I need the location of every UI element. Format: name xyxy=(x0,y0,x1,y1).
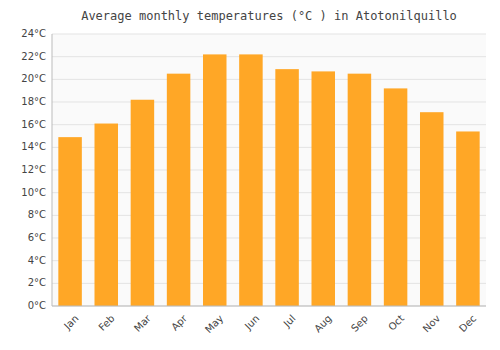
title: Average monthly temperatures (°C ) in At… xyxy=(81,9,457,23)
bar xyxy=(239,54,263,306)
y-axis-line xyxy=(52,34,53,306)
y-axis: 0°C 2°C 4°C 6°C 8°C 10°C 12°C 14°C 16°C 18°C 20°C 2… xyxy=(21,28,46,311)
bar xyxy=(275,69,299,306)
x-tick-label: May xyxy=(203,313,225,335)
x-tick-label: Nov xyxy=(421,313,443,335)
y-tick-label: 14°C xyxy=(21,141,46,152)
y-tick-label: 0°C xyxy=(28,300,46,311)
x-tick-label: Oct xyxy=(386,313,406,333)
x-tick-label: Dec xyxy=(457,313,478,334)
x-tick-label: Jun xyxy=(242,313,262,333)
grid xyxy=(52,34,486,306)
chart: 0°C 2°C 4°C 6°C 8°C 10°C 12°C 14°C 16°C 18°C 20°C 2… xyxy=(0,0,500,350)
y-tick-label: 4°C xyxy=(28,255,46,266)
bar xyxy=(203,54,227,306)
grid-line xyxy=(52,34,486,35)
x-tick-label: Aug xyxy=(312,313,334,335)
y-tick-label: 10°C xyxy=(21,187,46,198)
y-tick-label: 22°C xyxy=(21,51,46,62)
y-tick-label: 8°C xyxy=(28,209,46,220)
x-axis-line xyxy=(52,306,486,307)
y-tick-label: 2°C xyxy=(28,277,46,288)
chart-container: 0°C 2°C 4°C 6°C 8°C 10°C 12°C 14°C 16°C 18°C 20°C 2… xyxy=(0,0,500,350)
x-tick-label: Apr xyxy=(169,312,190,333)
x-tick-label: Jul xyxy=(281,313,298,330)
x-tick-label: Jan xyxy=(61,313,80,332)
bar xyxy=(131,100,155,306)
bar xyxy=(348,74,372,306)
bar xyxy=(58,137,82,306)
grid-line xyxy=(52,306,486,307)
plot-background xyxy=(52,34,486,306)
x-tick-label: Mar xyxy=(132,312,154,334)
grid-line xyxy=(52,56,486,57)
bar xyxy=(384,88,408,306)
bar xyxy=(311,71,335,306)
y-tick-label: 16°C xyxy=(21,119,46,130)
y-tick-label: 20°C xyxy=(21,73,46,84)
bar xyxy=(420,112,444,306)
x-axis: Jan Feb Mar Apr May Jun Jul Aug Sep Oct Nov Dec xyxy=(61,312,478,335)
y-tick-label: 18°C xyxy=(21,96,46,107)
bars xyxy=(58,54,479,306)
grid-line xyxy=(52,79,486,80)
grid-line xyxy=(52,102,486,103)
y-tick-label: 24°C xyxy=(21,28,46,39)
x-tick-label: Sep xyxy=(349,313,370,334)
y-tick-label: 12°C xyxy=(21,164,46,175)
bar xyxy=(456,131,480,306)
y-tick-label: 6°C xyxy=(28,232,46,243)
bar xyxy=(94,124,118,306)
x-tick-label: Feb xyxy=(96,313,116,333)
bar xyxy=(167,74,191,306)
